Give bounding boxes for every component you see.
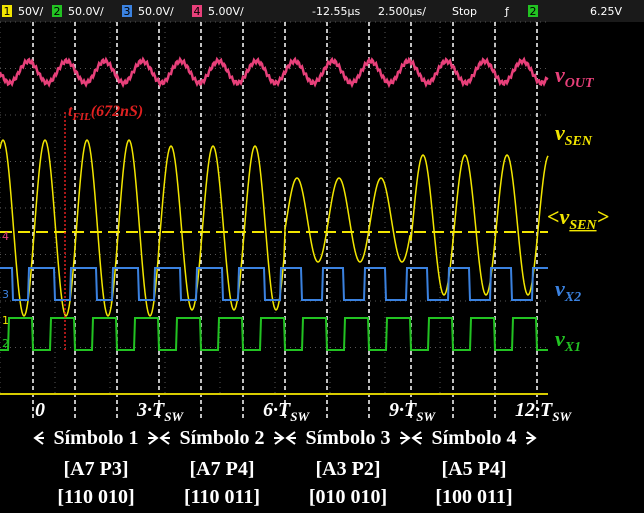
run-state: Stop	[452, 5, 477, 18]
symbol-bits: [100 011]	[435, 486, 512, 508]
label-main: 9·T	[389, 399, 417, 421]
label-end: >	[597, 204, 610, 229]
label-sub: X2	[564, 290, 581, 305]
symbol-name: Símbolo 1	[53, 427, 138, 449]
label-sub: OUT	[565, 76, 595, 91]
label-main: v	[555, 120, 565, 145]
time-scale: 2.500µs/	[378, 5, 426, 18]
time-mark: 0	[35, 399, 45, 421]
channel-number: 1	[4, 5, 11, 18]
symbol-code: [A3 P2]	[316, 458, 381, 480]
channel-marker: 1	[2, 314, 9, 327]
label-main: 0	[35, 399, 45, 421]
label-main: v	[555, 276, 565, 301]
label-sub: SEN	[569, 218, 597, 233]
label-sub: FIL	[71, 111, 91, 123]
channel-number: 4	[194, 5, 201, 18]
symbol-bits: [110 010]	[57, 486, 134, 508]
channel-scale: 50V/	[18, 5, 44, 18]
label-sub: SEN	[565, 134, 593, 149]
trigger-level: 6.25V	[590, 5, 622, 18]
label-main: 12·T	[515, 399, 553, 421]
symbol-name: Símbolo 4	[431, 427, 516, 449]
label-sub: SW	[164, 409, 184, 424]
channel-scale: 50.0V/	[138, 5, 174, 18]
symbol-bits: [010 010]	[309, 486, 387, 508]
symbol-code: [A7 P4]	[190, 458, 255, 480]
channel-number: 2	[54, 5, 61, 18]
label-sub: SW	[416, 409, 436, 424]
channel-scale: 50.0V/	[68, 5, 104, 18]
label-main: 6·T	[263, 399, 291, 421]
symbol-name: Símbolo 2	[179, 427, 264, 449]
label-main: v	[555, 62, 565, 87]
label-main: <v	[547, 204, 570, 229]
time-offset: -12.55µs	[312, 5, 360, 18]
channel-marker: 4	[2, 230, 9, 243]
symbol-code: [A5 P4]	[442, 458, 507, 480]
channel-number: 3	[124, 5, 131, 18]
label-sub: X1	[564, 340, 581, 355]
label-sub: SW	[552, 409, 572, 424]
channel-marker: 3	[2, 288, 9, 301]
symbol-code: [A7 P3]	[64, 458, 129, 480]
symbol-bits: [110 011]	[184, 486, 260, 508]
trigger-channel: 2	[530, 5, 537, 18]
oscilloscope-screenshot: 1 50V/2 50.0V/3 50.0V/4 5.00V/ -12.55µs 2.500µ…	[0, 0, 644, 513]
label-main: v	[555, 326, 565, 351]
label-text: (672nS)	[91, 103, 143, 120]
channel-scale: 5.00V/	[208, 5, 244, 18]
label-sub: SW	[290, 409, 310, 424]
label-main: 3·T	[136, 399, 165, 421]
symbol-name: Símbolo 3	[305, 427, 390, 449]
channel-marker: 2	[2, 337, 9, 350]
